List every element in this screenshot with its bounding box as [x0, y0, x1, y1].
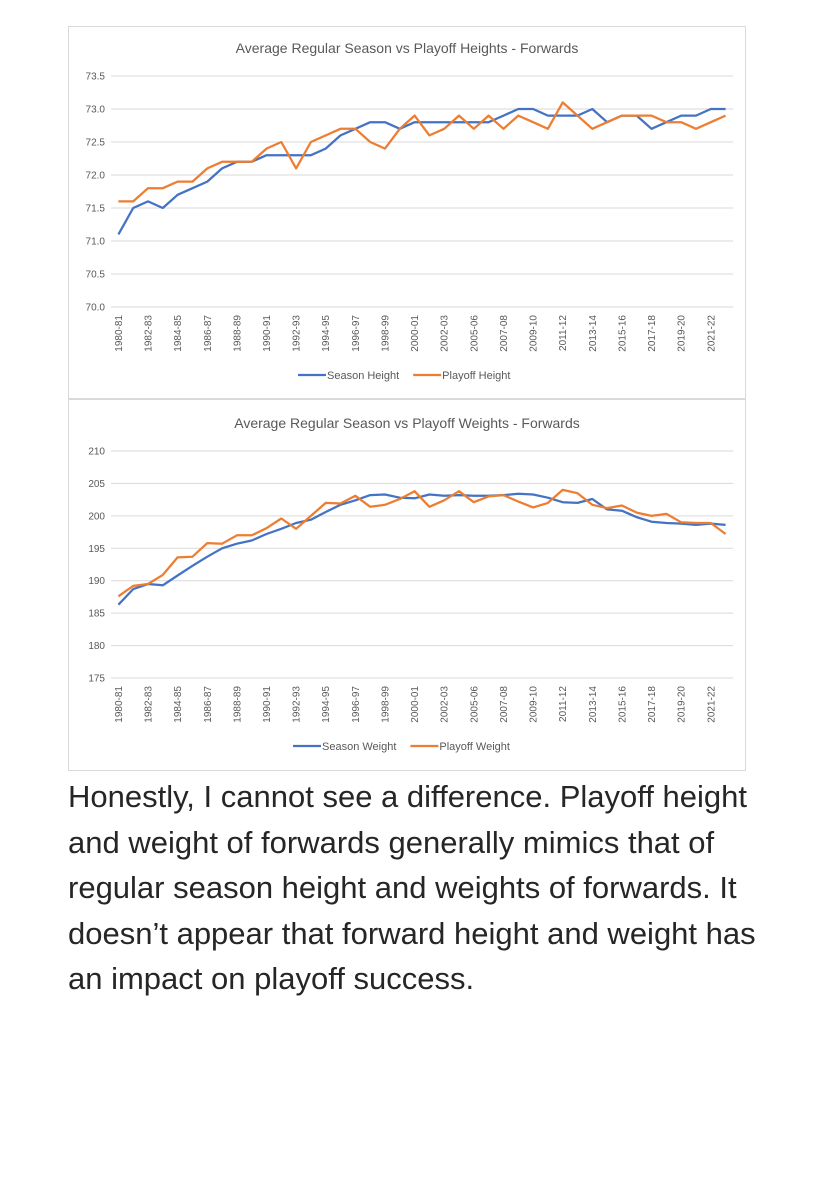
- series-line-season: [117, 492, 726, 606]
- x-tick-label: 2009-10: [529, 686, 540, 723]
- legend: Season Height Playoff Height: [298, 370, 510, 382]
- x-tick-label: 1984-85: [173, 686, 184, 723]
- x-tick-label: 1980-81: [114, 686, 125, 723]
- y-tick-label: 180: [88, 641, 105, 652]
- y-tick-label: 70.5: [86, 270, 106, 281]
- x-tick-label: 1986-87: [203, 315, 214, 352]
- x-tick-label: 2005-06: [469, 315, 480, 352]
- x-tick-label: 1986-87: [203, 686, 214, 723]
- x-tick-label: 2002-03: [440, 315, 451, 352]
- x-tick-label: 2013-14: [588, 686, 599, 723]
- x-tick-label: 2000-01: [410, 315, 421, 352]
- x-tick-label: 1984-85: [173, 315, 184, 352]
- x-tick-label: 1998-99: [380, 315, 391, 352]
- series-lines: [117, 488, 727, 606]
- x-tick-label: 2007-08: [499, 686, 510, 723]
- x-tick-label: 2015-16: [617, 315, 628, 352]
- x-tick-label: 1988-89: [232, 315, 243, 352]
- x-tick-label: 1990-91: [262, 686, 273, 723]
- x-tick-label: 2011-12: [558, 315, 569, 351]
- x-tick-label: 2007-08: [499, 315, 510, 352]
- x-tick-label: 2021-22: [706, 686, 717, 723]
- x-tick-label: 2017-18: [647, 686, 658, 723]
- weight-chart-panel: Average Regular Season vs Playoff Weight…: [68, 399, 746, 771]
- y-tick-label: 73.5: [86, 72, 106, 83]
- y-tick-label: 72.0: [86, 171, 106, 182]
- caption-text: Honestly, I cannot see a difference. Pla…: [68, 779, 756, 996]
- height-line-chart: Average Regular Season vs Playoff Height…: [86, 40, 733, 382]
- x-tick-label: 1994-95: [321, 686, 332, 723]
- y-tick-label: 205: [88, 479, 105, 490]
- x-tick-label: 2015-16: [617, 686, 628, 723]
- series-line-playoff: [117, 488, 727, 598]
- x-tick-label: 2002-03: [440, 686, 451, 723]
- x-tick-label: 1982-83: [144, 315, 155, 352]
- y-tick-label: 190: [88, 576, 105, 587]
- x-tick-label: 1998-99: [380, 686, 391, 723]
- y-tick-label: 71.0: [86, 237, 106, 248]
- y-tick-label: 73.0: [86, 105, 106, 116]
- x-tick-label: 2017-18: [647, 315, 658, 352]
- series-line-season: [117, 107, 726, 235]
- legend-label: Season Height: [327, 370, 399, 382]
- y-tick-label: 175: [88, 674, 105, 685]
- series-line-playoff: [118, 101, 727, 203]
- legend-label: Playoff Height: [442, 370, 510, 382]
- height-chart-panel: Average Regular Season vs Playoff Height…: [68, 26, 746, 399]
- x-tick-label: 2019-20: [677, 686, 688, 723]
- y-tick-label: 72.5: [86, 138, 106, 149]
- x-tick-label: 2013-14: [588, 315, 599, 352]
- x-tick-label: 2009-10: [529, 315, 540, 352]
- x-tick-label: 2000-01: [410, 686, 421, 723]
- y-tick-label: 70.0: [86, 303, 106, 314]
- x-tick-label: 1996-97: [351, 315, 362, 352]
- x-tick-label: 1988-89: [232, 686, 243, 723]
- y-axis: 210 205 200 195 190 185 180 175: [88, 447, 105, 685]
- gridlines: [111, 75, 733, 308]
- x-tick-label: 1990-91: [262, 315, 273, 352]
- y-tick-label: 185: [88, 609, 105, 620]
- gridlines: [111, 450, 733, 679]
- x-tick-label: 1992-93: [292, 315, 303, 352]
- legend-label: Playoff Weight: [439, 741, 510, 753]
- x-tick-label: 2005-06: [469, 686, 480, 723]
- legend: Season Weight Playoff Weight: [293, 741, 510, 753]
- x-tick-label: 1994-95: [321, 315, 332, 352]
- y-tick-label: 210: [88, 447, 105, 458]
- y-tick-label: 71.5: [86, 204, 106, 215]
- weight-line-chart: Average Regular Season vs Playoff Weight…: [88, 415, 733, 753]
- chart-title: Average Regular Season vs Playoff Weight…: [234, 415, 580, 431]
- series-lines: [117, 101, 727, 235]
- x-tick-label: 2019-20: [677, 315, 688, 352]
- y-tick-label: 200: [88, 511, 105, 522]
- x-tick-label: 1982-83: [144, 686, 155, 723]
- y-tick-label: 195: [88, 544, 105, 555]
- chart-title: Average Regular Season vs Playoff Height…: [236, 40, 579, 56]
- x-tick-label: 2021-22: [706, 315, 717, 352]
- y-axis: 73.5 73.0 72.5 72.0 71.5 71.0 70.5 70.0: [86, 72, 106, 314]
- x-axis: 1980-81 1982-83 1984-85 1986-87 1988-89 1990-…: [114, 686, 717, 723]
- x-tick-label: 1992-93: [292, 686, 303, 723]
- x-tick-label: 1996-97: [351, 686, 362, 723]
- x-tick-label: 2011-12: [558, 686, 569, 722]
- legend-label: Season Weight: [322, 741, 396, 753]
- x-axis: 1980-81 1982-83 1984-85 1986-87 1988-89 1990-…: [114, 315, 717, 352]
- x-tick-label: 1980-81: [114, 315, 125, 352]
